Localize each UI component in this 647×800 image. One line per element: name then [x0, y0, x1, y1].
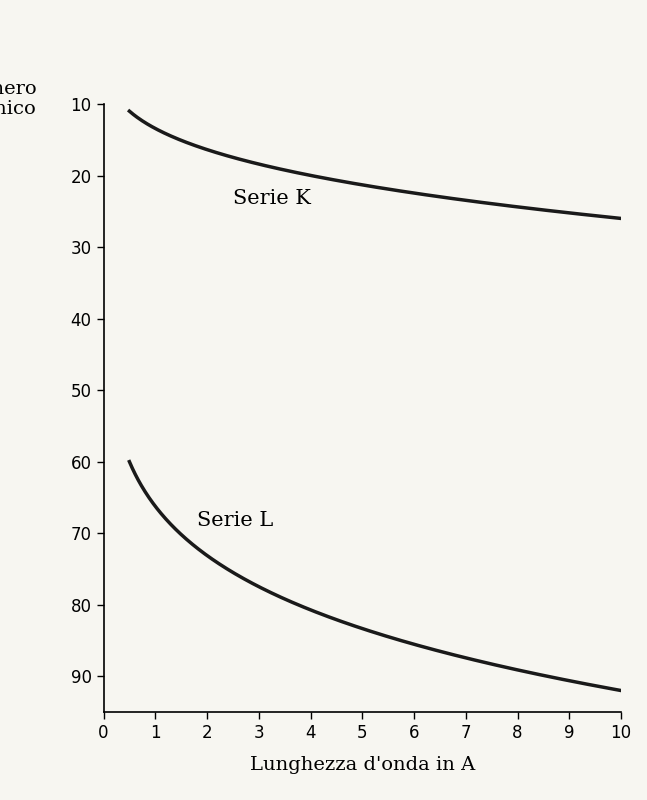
- Text: Serie L: Serie L: [197, 511, 273, 530]
- Text: Serie K: Serie K: [233, 189, 311, 208]
- X-axis label: Lunghezza d'onda in A: Lunghezza d'onda in A: [250, 756, 475, 774]
- Y-axis label: Numero
atomico: Numero atomico: [0, 80, 36, 118]
